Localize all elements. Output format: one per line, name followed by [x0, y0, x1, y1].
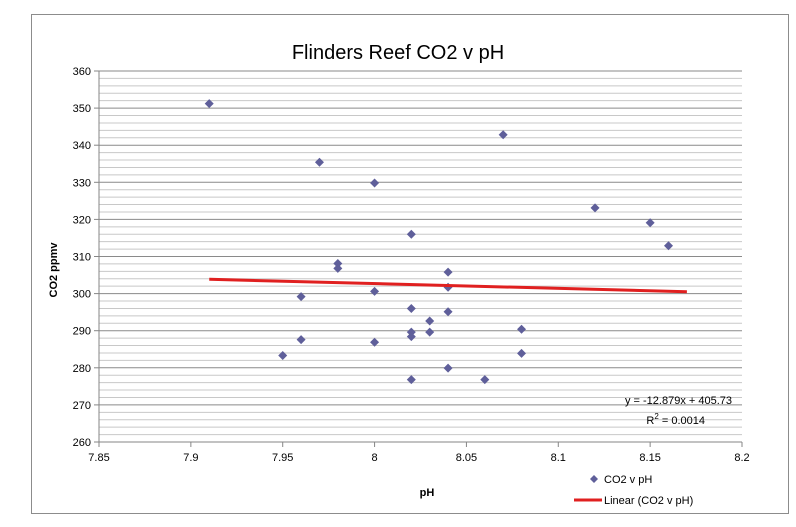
data-point	[517, 324, 527, 334]
legend: CO2 v pH Linear (CO2 v pH)	[574, 474, 693, 507]
x-tick-label: 8.2	[734, 452, 749, 464]
y-tick-label: 260	[73, 437, 91, 449]
x-tick-label: 8.05	[456, 452, 477, 464]
data-point	[517, 348, 527, 358]
data-point	[406, 303, 416, 313]
y-tick-label: 290	[73, 326, 91, 338]
y-tick-labels: 260 270 280 290 300 310 320 330 340 350 360	[73, 66, 91, 449]
grid-lines	[99, 70, 742, 443]
legend-series-label: CO2 v pH	[604, 474, 652, 486]
data-point	[443, 363, 453, 373]
r-squared-label: R2 = 0.0014	[646, 412, 705, 427]
data-point	[590, 203, 600, 213]
data-point	[498, 130, 508, 140]
data-point	[370, 178, 380, 188]
data-point	[370, 286, 380, 296]
data-point	[443, 267, 453, 277]
y-tick-label: 340	[73, 140, 91, 152]
data-points	[204, 99, 674, 385]
data-point	[333, 263, 343, 273]
chart-title: Flinders Reef CO2 v pH	[292, 42, 504, 64]
x-tick-label: 8.1	[551, 452, 566, 464]
data-point	[370, 337, 380, 347]
data-point	[406, 332, 416, 342]
data-point	[645, 218, 655, 228]
data-point	[425, 316, 435, 326]
data-point	[443, 307, 453, 317]
y-tick-label: 270	[73, 400, 91, 412]
y-tick-label: 330	[73, 177, 91, 189]
trendline-equation: y = -12.879x + 405.73	[625, 395, 732, 407]
y-tick-label: 360	[73, 66, 91, 78]
x-tick-label: 7.85	[88, 452, 109, 464]
data-point	[664, 241, 674, 251]
data-point	[480, 375, 490, 385]
legend-trendline-label: Linear (CO2 v pH)	[604, 495, 693, 507]
chart-frame: Flinders Reef CO2 v pH 260 270 280 290 300 31…	[31, 14, 789, 514]
y-axis-label: CO2 ppmv	[48, 242, 60, 298]
x-tick-label: 7.9	[183, 452, 198, 464]
trendline	[209, 277, 687, 294]
trendline-line	[209, 277, 687, 294]
axes	[94, 70, 743, 447]
y-tick-label: 320	[73, 214, 91, 226]
x-tick-label: 7.95	[272, 452, 293, 464]
y-tick-label: 280	[73, 363, 91, 375]
x-tick-label: 8.15	[639, 452, 660, 464]
data-point	[333, 259, 343, 269]
data-point	[406, 229, 416, 239]
data-point	[204, 99, 214, 109]
data-point	[296, 292, 306, 302]
scatter-chart: Flinders Reef CO2 v pH 260 270 280 290 300 31…	[48, 42, 750, 507]
data-point	[314, 157, 324, 167]
data-point	[296, 335, 306, 345]
data-point	[278, 351, 288, 361]
r2-superscript: 2	[654, 412, 659, 421]
data-point	[425, 327, 435, 337]
y-tick-label: 310	[73, 252, 91, 264]
y-tick-label: 350	[73, 103, 91, 115]
x-tick-labels: 7.85 7.9 7.95 8 8.05 8.1 8.15 8.2	[88, 452, 749, 464]
x-axis-label: pH	[420, 487, 435, 499]
r2-value: = 0.0014	[659, 415, 705, 427]
y-tick-label: 300	[73, 289, 91, 301]
data-point	[406, 375, 416, 385]
r2-prefix: R	[646, 415, 654, 427]
legend-marker-diamond	[590, 475, 598, 483]
x-tick-label: 8	[372, 452, 378, 464]
